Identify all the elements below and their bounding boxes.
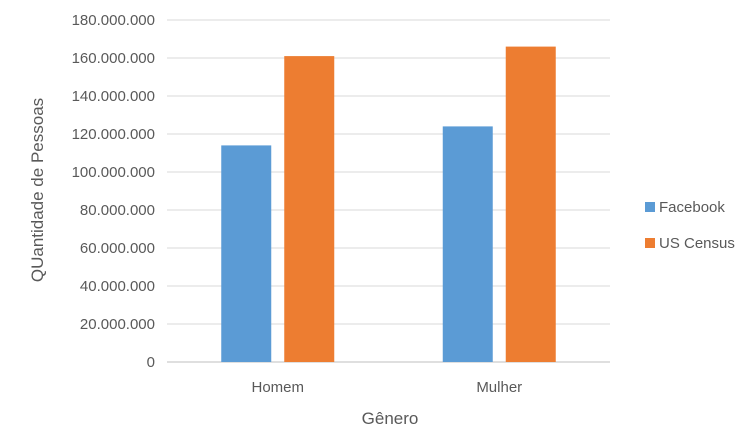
bar-facebook-mulher <box>442 126 493 363</box>
y-tick-label: 140.000.000 <box>72 88 155 105</box>
y-tick-label: 100.000.000 <box>72 164 155 181</box>
x-axis-title: Gênero <box>362 409 419 428</box>
y-tick-label: 80.000.000 <box>80 202 155 219</box>
y-tick-label: 120.000.000 <box>72 126 155 143</box>
y-tick-label: 160.000.000 <box>72 50 155 67</box>
legend-label: Facebook <box>659 199 725 216</box>
y-tick-label: 60.000.000 <box>80 240 155 257</box>
legend-swatch <box>645 238 655 248</box>
bar-us-census-mulher <box>505 46 556 362</box>
x-tick-label: Mulher <box>476 379 522 396</box>
legend-swatch <box>645 202 655 212</box>
y-tick-label: 40.000.000 <box>80 278 155 295</box>
y-tick-label: 180.000.000 <box>72 12 155 29</box>
bar-us-census-homem <box>284 56 335 362</box>
x-tick-label: Homem <box>251 379 304 396</box>
legend-label: US Census <box>659 235 735 252</box>
legend: Facebook US Census <box>645 199 735 252</box>
y-axis-title: QUantidade de Pessoas <box>28 98 47 282</box>
y-axis-ticks: 0 20.000.000 40.000.000 60.000.000 80.000.00… <box>72 12 155 371</box>
bar-facebook-homem <box>221 145 272 362</box>
y-tick-label: 0 <box>147 354 155 371</box>
x-axis-ticks: Homem Mulher <box>251 379 522 396</box>
bars <box>221 46 556 363</box>
y-tick-label: 20.000.000 <box>80 316 155 333</box>
